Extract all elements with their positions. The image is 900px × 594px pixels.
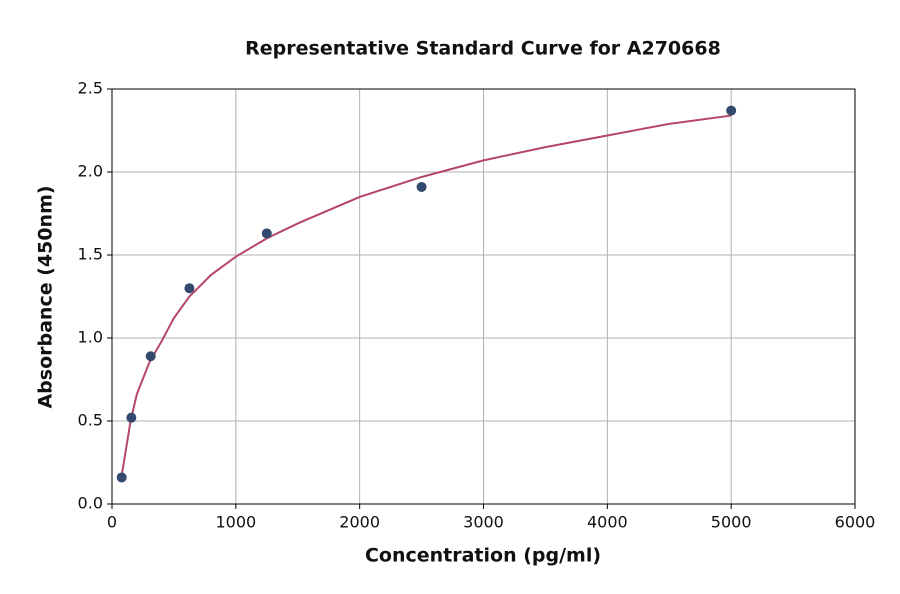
x-tick-label: 5000 — [711, 513, 752, 532]
data-point — [184, 283, 195, 294]
data-point — [145, 351, 156, 362]
x-tick-label: 4000 — [587, 513, 628, 532]
data-point — [116, 472, 127, 483]
x-tick-label: 1000 — [215, 513, 256, 532]
y-tick-label: 1.5 — [78, 245, 103, 264]
data-point — [726, 105, 737, 116]
y-tick-label: 0.5 — [78, 411, 103, 430]
chart-title: Representative Standard Curve for A27066… — [245, 38, 721, 60]
data-point — [126, 412, 137, 423]
y-axis-label: Absorbance (450nm) — [35, 185, 57, 408]
x-tick-label: 6000 — [835, 513, 876, 532]
y-tick-label: 0.0 — [78, 494, 103, 513]
x-axis-label: Concentration (pg/ml) — [365, 545, 601, 567]
fit-curve — [120, 114, 732, 476]
y-tick-label: 2.0 — [78, 162, 103, 181]
data-point — [416, 181, 427, 192]
x-tick-label: 2000 — [339, 513, 380, 532]
data-point — [261, 228, 272, 239]
x-tick-label: 3000 — [463, 513, 504, 532]
x-tick-label: 0 — [107, 513, 117, 532]
y-tick-label: 2.5 — [78, 79, 103, 98]
y-tick-label: 1.0 — [78, 328, 103, 347]
plot-frame — [111, 88, 856, 505]
